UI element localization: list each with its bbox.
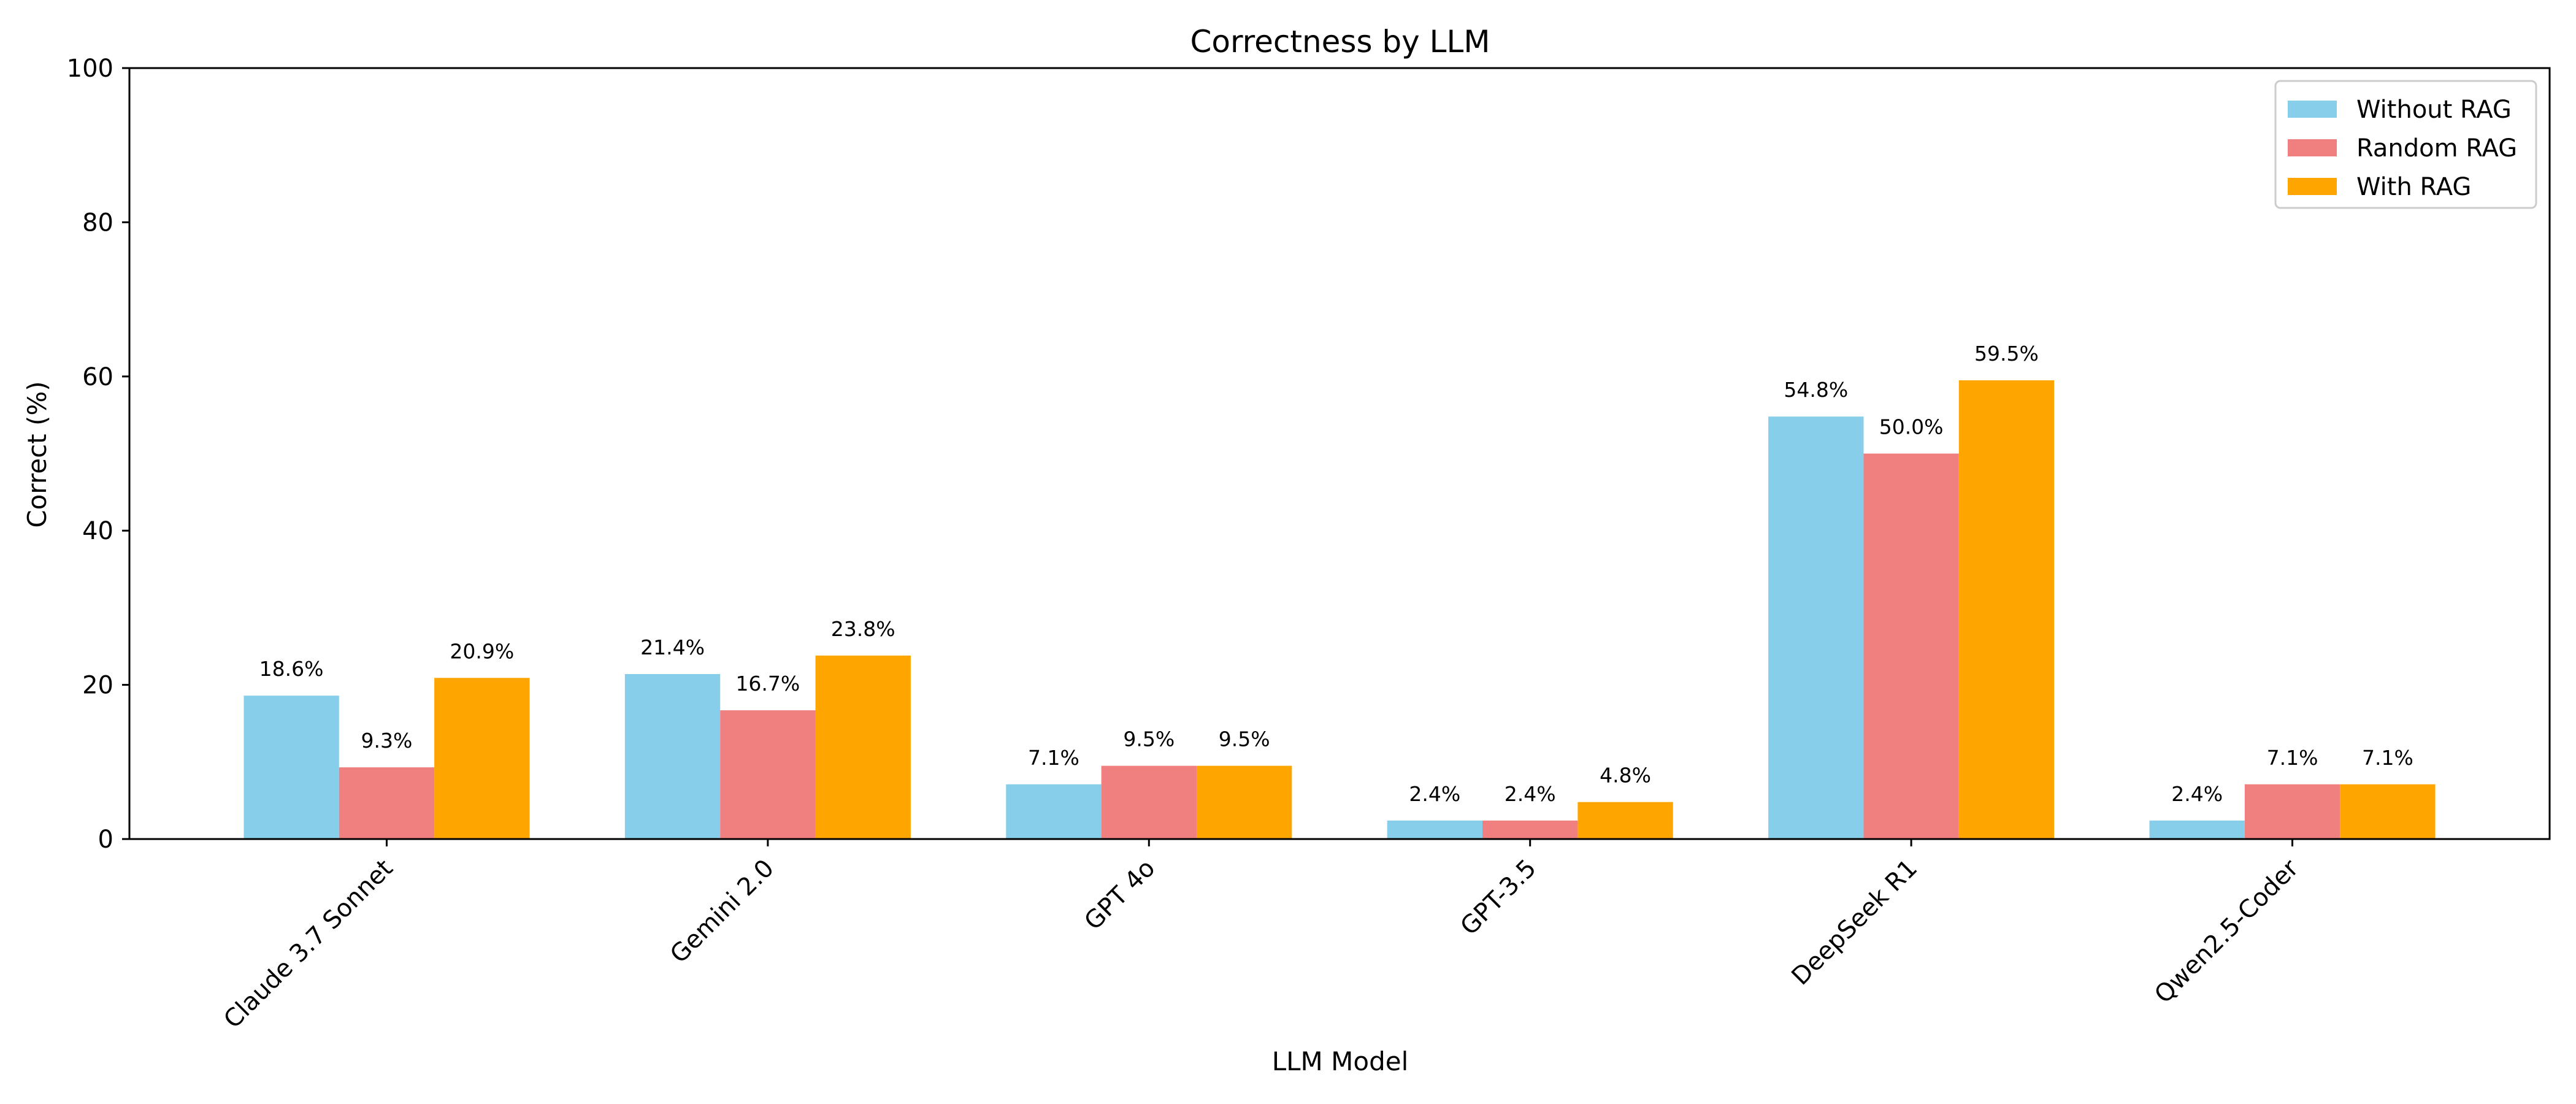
bar-0-1 xyxy=(624,674,721,839)
x-tick-label-2: GPT 4o xyxy=(1079,854,1160,936)
data-label-0-0: 18.6% xyxy=(259,657,324,681)
bar-2-2 xyxy=(1196,765,1292,839)
bar-2-1 xyxy=(815,655,911,839)
legend-label-0: Without RAG xyxy=(2356,96,2512,124)
axes-layer: 0 20 40 60 80 100 Claude 3.7 Sonnet Gemini 2.0 G… xyxy=(67,55,2551,1034)
x-tick-label-4: DeepSeek R1 xyxy=(1786,854,1923,991)
bar-0-5 xyxy=(2149,820,2245,839)
plot-frame xyxy=(128,67,2551,840)
bars-layer xyxy=(243,380,2436,839)
legend-swatch-2 xyxy=(2288,178,2337,195)
data-label-0-5: 2.4% xyxy=(2171,782,2223,806)
x-tick-label-0: Claude 3.7 Sonnet xyxy=(218,854,398,1034)
y-tick-label-3: 60 xyxy=(82,363,113,391)
chart-title: Correctness by LLM xyxy=(1190,24,1490,59)
y-tick-label-4: 80 xyxy=(82,209,113,237)
legend-box xyxy=(2274,80,2537,209)
bar-0-0 xyxy=(243,696,339,839)
bar-2-5 xyxy=(2340,784,2436,839)
data-label-2-1: 23.8% xyxy=(831,617,895,641)
x-axis-label: LLM Model xyxy=(1272,1046,1409,1076)
legend-swatch-0 xyxy=(2288,101,2337,118)
data-label-2-3: 4.8% xyxy=(1600,764,1651,788)
bar-1-2 xyxy=(1101,765,1197,839)
bar-1-5 xyxy=(2244,784,2340,839)
x-tick-label-3: GPT-3.5 xyxy=(1455,854,1541,941)
data-label-1-0: 9.3% xyxy=(361,729,413,753)
y-tick-label-0: 0 xyxy=(98,826,113,854)
bar-1-0 xyxy=(339,767,435,839)
data-label-0-3: 2.4% xyxy=(1409,782,1460,806)
y-axis-label: Correct (%) xyxy=(22,381,52,527)
x-tick-label-5: Qwen2.5-Coder xyxy=(2149,854,2304,1009)
data-label-2-2: 9.5% xyxy=(1219,727,1270,751)
y-tick-label-5: 100 xyxy=(67,55,113,83)
bar-0-3 xyxy=(1387,820,1483,839)
data-label-1-2: 9.5% xyxy=(1123,727,1175,751)
x-tick-label-1: Gemini 2.0 xyxy=(665,854,780,969)
legend-label-1: Random RAG xyxy=(2356,134,2517,163)
data-label-1-5: 7.1% xyxy=(2267,746,2318,770)
legend-swatch-1 xyxy=(2288,139,2337,156)
data-label-0-1: 21.4% xyxy=(640,635,705,659)
bar-2-4 xyxy=(1958,380,2055,839)
y-tick-label-1: 20 xyxy=(82,672,113,700)
data-label-2-4: 59.5% xyxy=(1974,342,2039,366)
legend-label-2: With RAG xyxy=(2356,173,2471,201)
data-label-1-4: 50.0% xyxy=(1879,415,1944,439)
data-label-1-1: 16.7% xyxy=(735,672,800,696)
data-label-0-4: 54.8% xyxy=(1784,378,1848,402)
data-label-2-5: 7.1% xyxy=(2362,746,2413,770)
y-tick-label-2: 40 xyxy=(82,517,113,545)
bar-2-3 xyxy=(1577,802,1673,839)
data-label-1-3: 2.4% xyxy=(1505,782,1556,806)
data-labels-layer: 18.6% 21.4% 7.1% 2.4% 54.8% 2.4% 9.3% 16.7% 9.5%… xyxy=(259,342,2413,806)
legend: Without RAG Random RAG With RAG xyxy=(2274,80,2537,209)
bar-2-0 xyxy=(434,678,530,839)
data-label-2-0: 20.9% xyxy=(450,639,514,663)
bar-1-4 xyxy=(1863,453,1959,839)
bar-1-3 xyxy=(1482,820,1578,839)
bar-0-4 xyxy=(1768,416,1864,839)
bar-0-2 xyxy=(1006,784,1102,839)
data-label-0-2: 7.1% xyxy=(1028,746,1079,770)
bar-1-1 xyxy=(720,710,816,839)
